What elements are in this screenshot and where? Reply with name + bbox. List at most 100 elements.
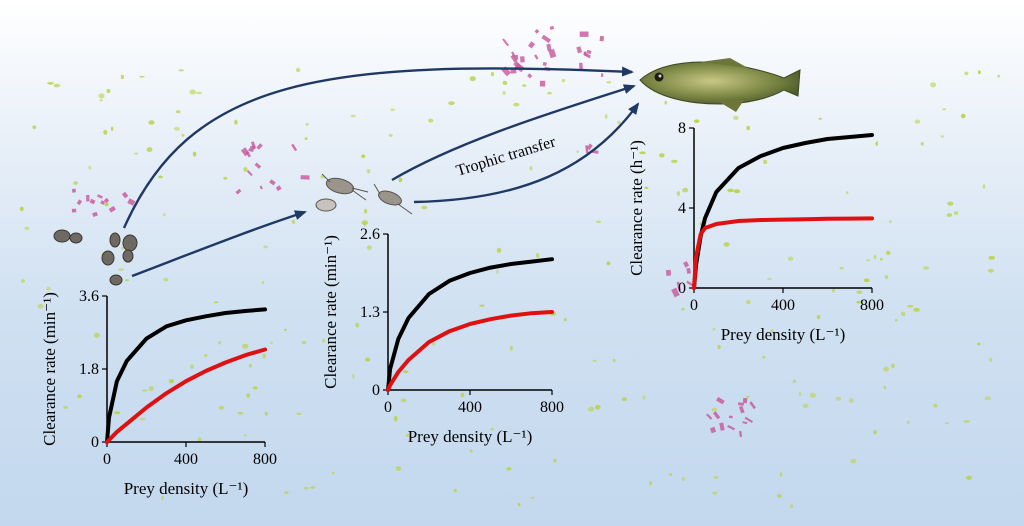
algae-particle: [612, 358, 616, 363]
algae-particle: [161, 495, 165, 501]
microplastic-particle: [103, 197, 110, 204]
fish-icon: [639, 58, 801, 112]
microplastic-particle: [749, 401, 756, 410]
algae-particle: [856, 290, 863, 294]
algae-particle: [93, 332, 100, 338]
algae-particle: [978, 70, 981, 75]
series-line-1: [105, 307, 267, 444]
algae-particle: [388, 134, 393, 137]
microplastic-particle: [665, 269, 672, 276]
series-line-1: [386, 257, 554, 392]
algae-particle: [270, 341, 273, 344]
algae-particle: [405, 433, 410, 437]
microplastic-particle: [712, 411, 721, 420]
microplastic-particle: [585, 145, 589, 154]
algae-particle: [913, 307, 920, 312]
algae-particle: [158, 175, 163, 179]
microplastic-particle: [586, 49, 592, 55]
algae-particle: [361, 220, 369, 225]
algae-particle: [649, 481, 652, 486]
microplastic-particle: [254, 162, 262, 169]
y-tick-label: 0: [678, 280, 686, 297]
algae-particle: [262, 353, 266, 359]
algae-particle: [767, 277, 772, 280]
algae-particle: [175, 110, 181, 114]
algae-particle: [77, 394, 82, 399]
algae-particle: [263, 245, 268, 249]
algae-particle: [947, 201, 954, 206]
algae-particle: [364, 208, 368, 214]
algae-particle: [301, 340, 307, 345]
y-axis-label: Clearance rate (h⁻¹): [627, 140, 646, 276]
algae-particle: [366, 245, 372, 251]
algae-particle: [73, 181, 78, 185]
algae-particle: [595, 220, 602, 223]
algae-particle: [428, 118, 434, 123]
algae-particle: [940, 135, 945, 138]
algae-particle: [914, 119, 921, 124]
algae-particle: [606, 261, 611, 266]
algae-particle: [746, 125, 750, 131]
algae-particle: [762, 355, 766, 359]
algae-particle: [303, 486, 310, 490]
algae-particle: [98, 93, 105, 99]
algae-particle: [530, 496, 535, 499]
algae-particle: [32, 125, 37, 129]
y-tick-label: 3.6: [79, 288, 99, 305]
algae-particle: [984, 396, 991, 401]
algae-particle: [134, 152, 139, 155]
microplastic-particle: [96, 194, 103, 199]
microplastic-particle: [245, 151, 252, 158]
microplastic-particle: [534, 29, 540, 34]
y-tick-label: 1.3: [360, 304, 380, 321]
microplastic-particle: [502, 38, 510, 47]
algae-particle: [587, 406, 595, 412]
algae-particle: [355, 322, 360, 328]
algae-particle: [875, 141, 878, 146]
algae-particle: [681, 307, 685, 311]
algae-particle: [965, 475, 973, 480]
algae-particle: [284, 328, 287, 332]
algae-particle: [264, 411, 269, 416]
algae-particle: [366, 169, 371, 174]
algae-particle: [604, 114, 608, 119]
microplastic-particle: [671, 287, 680, 298]
x-axis-label: Prey density (L⁻¹): [124, 479, 249, 498]
algae-particle: [350, 114, 356, 118]
algae-particle: [670, 159, 678, 163]
algae-particle: [181, 133, 185, 137]
microplastic-particle: [601, 73, 604, 77]
algae-particle: [798, 391, 802, 396]
microplastic-particle: [510, 54, 518, 63]
algae-particle: [104, 202, 109, 207]
algae-particle: [398, 177, 403, 183]
algae-particle: [361, 154, 366, 158]
microplastic-particle: [89, 198, 96, 205]
microplastic-particle: [92, 211, 98, 218]
algae-particle: [639, 151, 646, 155]
algae-particle: [848, 398, 854, 403]
microplastic-particle: [291, 143, 298, 152]
algae-particle: [997, 74, 1000, 78]
algae-particle: [846, 191, 849, 195]
algae-particle: [168, 379, 175, 384]
algae-particle: [148, 386, 154, 391]
algae-particle: [642, 395, 646, 400]
algae-particle: [296, 412, 302, 415]
algae-particle: [681, 476, 685, 482]
microplastic-particle: [108, 205, 116, 213]
algae-particle: [139, 417, 146, 421]
algae-particle: [46, 286, 51, 291]
series-line-2: [105, 347, 267, 444]
algae-particle: [139, 75, 145, 78]
algae-particle: [676, 191, 681, 197]
microplastic-particle: [520, 56, 525, 63]
algae-particle: [592, 359, 597, 362]
algae-particle: [479, 304, 485, 307]
algae-particle: [431, 342, 436, 346]
x-tick-label: 400: [771, 297, 795, 314]
algae-particle: [529, 165, 533, 171]
algae-particle: [291, 219, 296, 224]
rotifer-icon: [53, 229, 138, 286]
